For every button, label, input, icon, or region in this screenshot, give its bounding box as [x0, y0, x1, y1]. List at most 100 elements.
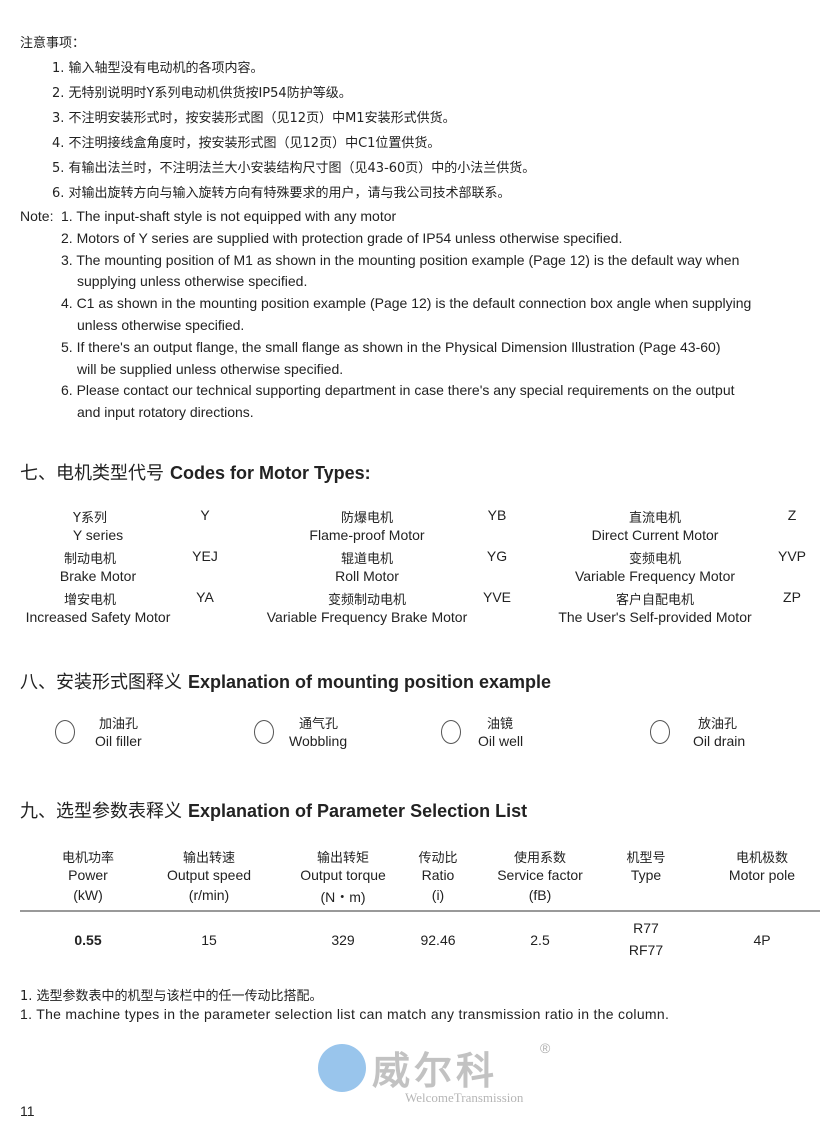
watermark-en: WelcomeTransmission: [405, 1090, 524, 1105]
motor-type-en: Variable Frequency Brake Motor: [266, 609, 468, 625]
wobbling-icon: [254, 720, 274, 744]
motor-type-code: Z: [787, 507, 797, 523]
motor-type-cn: Y系列: [73, 511, 107, 526]
column-header-en: Output speed: [166, 867, 252, 883]
motor-type-code: YEJ: [192, 548, 218, 564]
column-header-unit: (i): [431, 887, 445, 903]
heading-cn: 八、安装形式图释义: [20, 672, 182, 693]
motor-type-code: YVE: [482, 589, 512, 605]
page-number: 11: [20, 1103, 35, 1119]
column-header-unit: (fB): [528, 887, 552, 903]
oil-filler-icon: [55, 720, 75, 744]
column-header-cn: 输出转矩: [316, 851, 370, 866]
motor-type-en: Y series: [72, 527, 124, 543]
motor-type-en: Roll Motor: [335, 568, 399, 584]
footnote-en: 1. The machine types in the parameter se…: [20, 1006, 670, 1022]
oil-drain-icon: [650, 720, 670, 744]
note-en-line: 4. C1 as shown in the mounting position …: [61, 295, 752, 311]
motor-type-code: YVP: [777, 548, 807, 564]
motor-type-code: YG: [486, 548, 508, 564]
heading-cn: 七、电机类型代号: [20, 463, 164, 484]
column-header-cn: 使用系数: [513, 851, 567, 866]
note-en-line: and input rotatory directions.: [77, 404, 254, 420]
motor-type-en: Increased Safety Motor: [25, 609, 171, 625]
motor-type-cn: 制动电机: [63, 552, 117, 567]
table-cell: 15: [201, 932, 217, 948]
column-header-en: Service factor: [497, 867, 583, 883]
column-header-cn: 电机功率: [61, 851, 115, 866]
note-en-line: 1. The input-shaft style is not equipped…: [61, 208, 397, 224]
mounting-en: Oil drain: [693, 733, 746, 749]
mounting-heading: 八、安装形式图释义 Explanation of mounting positio…: [20, 668, 551, 694]
table-cell: 2.5: [530, 932, 550, 948]
note-en-line: 3. The mounting position of M1 as shown …: [61, 252, 740, 268]
column-header-cn: 传动比: [418, 851, 458, 866]
motor-type-code: YA: [196, 589, 214, 605]
motor-type-en: Direct Current Motor: [591, 527, 719, 543]
oil-well-icon: [441, 720, 461, 744]
heading-en: Explanation of Parameter Selection List: [188, 801, 528, 821]
motor-types-heading: 七、电机类型代号 Codes for Motor Types:: [20, 459, 371, 485]
mounting-cn: 通气孔: [299, 717, 339, 732]
heading-en: Codes for Motor Types:: [170, 463, 371, 483]
notes-cn-title: 注意事项：: [20, 36, 86, 51]
column-header-en: Power: [68, 867, 108, 883]
mounting-en: Oil well: [478, 733, 524, 749]
mounting-cn: 加油孔: [99, 717, 139, 732]
mounting-cn: 放油孔: [698, 717, 738, 732]
note-en-line: 2. Motors of Y series are supplied with …: [61, 230, 623, 246]
column-header-cn: 输出转速: [182, 851, 236, 866]
table-cell: RF77: [628, 942, 664, 958]
table-cell: 0.55: [74, 932, 102, 948]
column-header-unit: (r/min): [188, 887, 230, 903]
params-heading: 九、选型参数表释义 Explanation of Parameter Select…: [20, 797, 527, 823]
motor-type-en: The User's Self-provided Motor: [558, 609, 752, 625]
table-cell: 4P: [753, 932, 771, 948]
table-cell: 92.46: [420, 932, 456, 948]
column-header-cn: 机型号: [626, 851, 666, 866]
motor-type-cn: 变频电机: [628, 552, 682, 567]
motor-type-cn: 增安电机: [63, 593, 117, 608]
motor-type-code: Y: [200, 507, 210, 523]
note-cn-3: 3. 不注明安装形式时，按安装形式图（见12页）中M1安装形式供货。: [52, 111, 456, 126]
column-header-en: Motor pole: [728, 867, 796, 883]
motor-type-cn: 变频制动电机: [327, 593, 407, 608]
motor-type-en: Brake Motor: [59, 568, 137, 584]
column-header-en: Type: [630, 867, 662, 883]
note-en-line: unless otherwise specified.: [77, 317, 245, 333]
motor-type-cn: 辊道电机: [340, 552, 394, 567]
mounting-en: Oil filler: [95, 733, 142, 749]
column-header-unit: (N・m): [320, 889, 366, 905]
table-cell: 329: [331, 932, 355, 948]
note-cn-4: 4. 不注明接线盒角度时，按安装形式图（见12页）中C1位置供货。: [52, 136, 441, 151]
motor-type-en: Flame-proof Motor: [309, 527, 425, 543]
note-cn-5: 5. 有输出法兰时，不注明法兰大小安装结构尺寸图（见43-60页）中的小法兰供货…: [52, 161, 536, 176]
watermark-logo: [318, 1044, 366, 1092]
mounting-en: Wobbling: [289, 733, 348, 749]
watermark-cn: 威尔科: [372, 1049, 499, 1093]
column-header-en: Ratio: [421, 867, 455, 883]
notes-en-label: Note:: [20, 208, 54, 224]
note-en-line: 6. Please contact our technical supporti…: [61, 382, 735, 398]
motor-type-cn: 直流电机: [628, 511, 682, 526]
heading-en: Explanation of mounting position example: [188, 672, 552, 692]
motor-type-code: YB: [487, 507, 507, 523]
motor-type-code: ZP: [783, 589, 801, 605]
watermark-registered: ®: [540, 1040, 551, 1056]
motor-type-en: Variable Frequency Motor: [574, 568, 736, 584]
note-en-line: will be supplied unless otherwise specif…: [77, 361, 344, 377]
heading-cn: 九、选型参数表释义: [20, 801, 182, 822]
note-en-line: supplying unless otherwise specified.: [77, 273, 308, 289]
motor-type-cn: 客户自配电机: [615, 593, 695, 608]
motor-type-cn: 防爆电机: [340, 511, 394, 526]
table-cell: R77: [633, 920, 659, 936]
note-cn-1: 1. 输入轴型没有电动机的各项内容。: [52, 61, 264, 76]
footnote-cn: 1. 选型参数表中的机型与该栏中的任一传动比搭配。: [20, 989, 323, 1004]
column-header-unit: (kW): [73, 887, 103, 903]
note-en-line: 5. If there's an output flange, the smal…: [61, 339, 721, 355]
table-divider: [20, 910, 820, 912]
column-header-en: Output torque: [300, 867, 386, 883]
column-header-cn: 电机极数: [735, 851, 789, 866]
note-cn-2: 2. 无特别说明时Y系列电动机供货按IP54防护等级。: [52, 86, 352, 101]
